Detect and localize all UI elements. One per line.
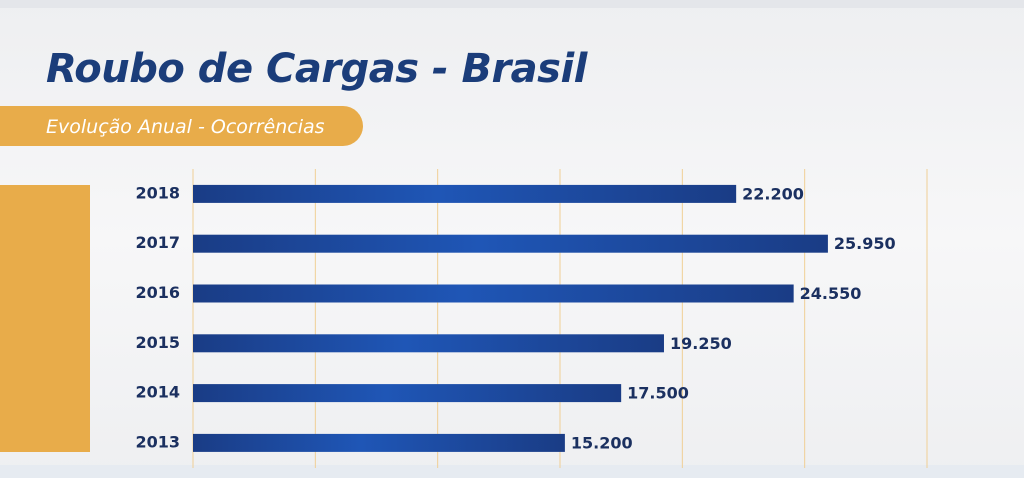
value-label: 19.250 bbox=[670, 334, 732, 353]
category-label: 2014 bbox=[135, 383, 180, 402]
bar bbox=[193, 384, 622, 403]
category-label: 2013 bbox=[135, 432, 180, 451]
chart-subtitle: Evolução Anual - Ocorrências bbox=[46, 116, 325, 138]
value-label: 24.550 bbox=[800, 284, 862, 303]
bottom-strip bbox=[0, 465, 1024, 478]
value-label: 25.950 bbox=[834, 234, 896, 253]
value-label: 17.500 bbox=[627, 384, 689, 403]
top-strip bbox=[0, 0, 1024, 8]
bar bbox=[193, 284, 794, 303]
value-label: 15.200 bbox=[571, 433, 633, 452]
bar bbox=[193, 334, 664, 353]
bar bbox=[193, 433, 565, 452]
subtitle-pill bbox=[0, 106, 363, 146]
category-label: 2016 bbox=[135, 283, 180, 302]
category-label: 2015 bbox=[135, 333, 180, 352]
chart-title: Roubo de Cargas - Brasil bbox=[46, 46, 589, 92]
side-block bbox=[0, 185, 90, 452]
category-label: 2018 bbox=[135, 183, 180, 202]
plot-area: 2018 22.200 2017 25.950 2016 24.550 2015 19.250… bbox=[135, 169, 928, 468]
value-label: 22.200 bbox=[742, 184, 804, 203]
bar bbox=[193, 234, 828, 253]
category-label: 2017 bbox=[135, 233, 180, 252]
bar bbox=[193, 184, 737, 203]
